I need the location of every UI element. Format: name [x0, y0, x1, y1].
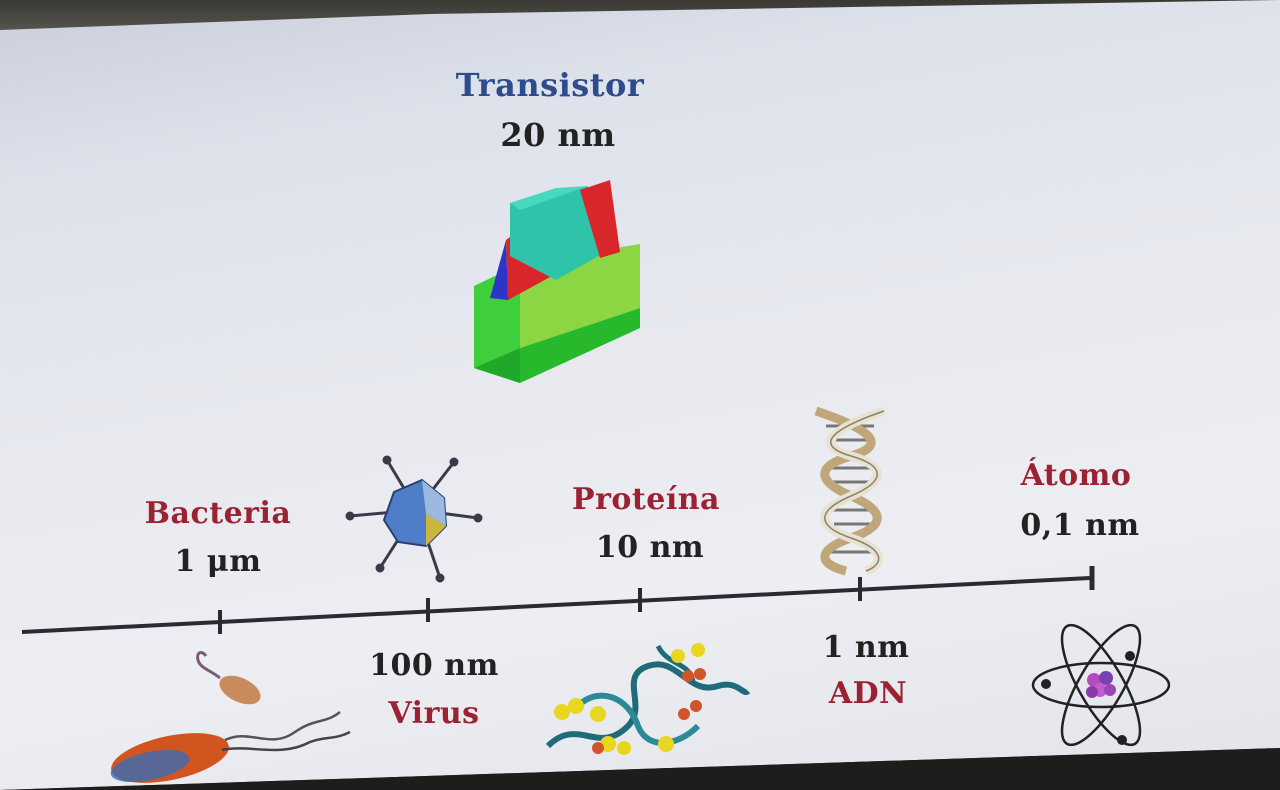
bacteria-icon	[110, 651, 351, 783]
protein-name: Proteína	[572, 482, 720, 517]
transistor-size: 20 nm	[500, 116, 616, 154]
virus-name: Virus	[388, 696, 480, 731]
atom-name: Átomo	[1020, 458, 1132, 493]
virus-size: 100 nm	[369, 648, 499, 683]
protein-icon	[545, 643, 751, 755]
dna-name: ADN	[828, 676, 908, 711]
protein-size: 10 nm	[595, 530, 705, 565]
transistor-title: Transistor	[455, 66, 645, 104]
transistor-icon	[474, 180, 640, 383]
virus-icon	[345, 455, 483, 583]
bacteria-name: Bacteria	[144, 496, 292, 531]
dna-icon	[814, 406, 886, 576]
dna-size: 1 nm	[822, 630, 910, 665]
atom-icon	[1031, 623, 1171, 747]
bacteria-size: 1 μm	[174, 544, 262, 579]
atom-size: 0,1 nm	[1020, 508, 1140, 543]
